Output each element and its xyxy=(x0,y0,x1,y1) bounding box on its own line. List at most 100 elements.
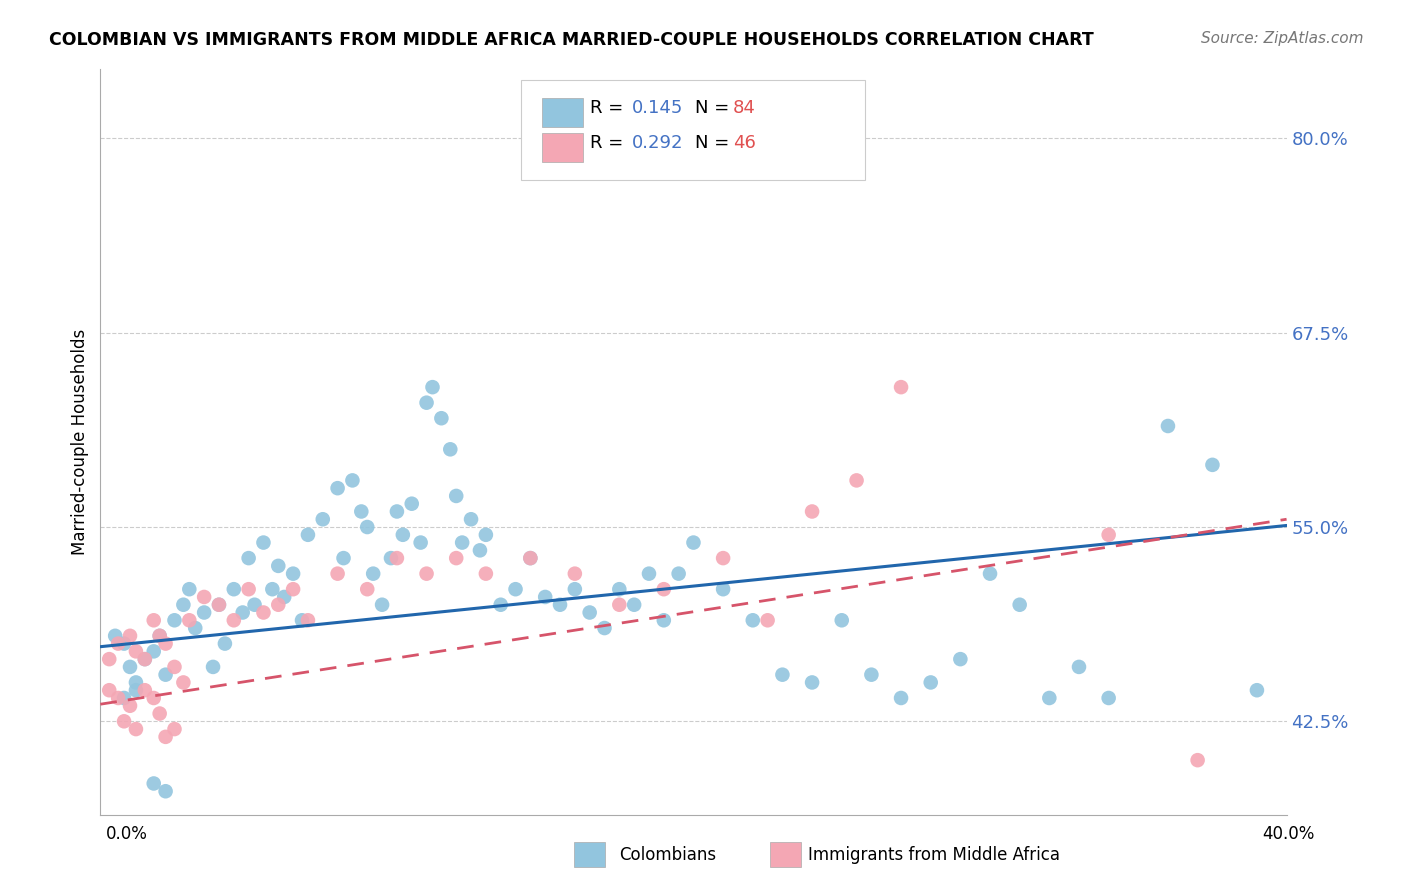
Point xyxy=(380,551,402,566)
Point xyxy=(607,598,630,612)
Point xyxy=(163,660,186,674)
Point xyxy=(172,598,194,612)
Point xyxy=(163,613,186,627)
Point xyxy=(1157,419,1180,434)
Text: R =: R = xyxy=(591,99,630,117)
Point xyxy=(979,566,1001,581)
FancyBboxPatch shape xyxy=(541,133,583,161)
Point xyxy=(98,652,121,666)
Point xyxy=(193,590,215,604)
Point xyxy=(890,380,912,394)
Point xyxy=(401,497,423,511)
Point xyxy=(112,637,135,651)
Point xyxy=(1067,660,1090,674)
Point xyxy=(890,691,912,706)
Point xyxy=(238,551,260,566)
Point xyxy=(564,582,586,597)
Point xyxy=(444,551,467,566)
Point xyxy=(125,683,148,698)
Point xyxy=(252,606,274,620)
Point xyxy=(578,606,600,620)
Point xyxy=(142,776,165,790)
Point xyxy=(430,411,453,425)
Text: COLOMBIAN VS IMMIGRANTS FROM MIDDLE AFRICA MARRIED-COUPLE HOUSEHOLDS CORRELATION: COLOMBIAN VS IMMIGRANTS FROM MIDDLE AFRI… xyxy=(49,31,1094,49)
Point xyxy=(409,535,432,549)
Point xyxy=(107,691,129,706)
Point xyxy=(1098,691,1121,706)
Point xyxy=(845,474,868,488)
Point xyxy=(312,512,335,526)
Point xyxy=(118,629,141,643)
Point xyxy=(1187,753,1209,767)
Point xyxy=(134,652,156,666)
Point xyxy=(142,644,165,658)
Point xyxy=(711,551,734,566)
Point xyxy=(460,512,482,526)
Point xyxy=(652,582,675,597)
Point xyxy=(607,582,630,597)
Point xyxy=(297,528,319,542)
Point xyxy=(179,582,201,597)
FancyBboxPatch shape xyxy=(522,79,866,180)
Point xyxy=(252,535,274,549)
Point xyxy=(134,652,156,666)
Text: 46: 46 xyxy=(733,134,755,153)
Point xyxy=(291,613,314,627)
Point xyxy=(281,582,304,597)
Point xyxy=(548,598,571,612)
Point xyxy=(1201,458,1223,472)
Point xyxy=(172,675,194,690)
Point xyxy=(711,582,734,597)
Point xyxy=(342,474,364,488)
Point xyxy=(118,660,141,674)
Point xyxy=(415,395,437,409)
Point xyxy=(149,629,172,643)
Text: 40.0%: 40.0% xyxy=(1263,825,1315,843)
Point xyxy=(214,637,236,651)
Point xyxy=(149,706,172,721)
Text: Immigrants from Middle Africa: Immigrants from Middle Africa xyxy=(808,846,1060,863)
Text: R =: R = xyxy=(591,134,630,153)
Point xyxy=(519,551,541,566)
Point xyxy=(273,590,295,604)
Point xyxy=(831,613,853,627)
Point xyxy=(652,613,675,627)
Point xyxy=(125,722,148,736)
Point xyxy=(155,730,177,744)
Text: 0.292: 0.292 xyxy=(631,134,683,153)
Text: 84: 84 xyxy=(733,99,755,117)
Point xyxy=(385,504,408,518)
Point xyxy=(281,566,304,581)
Point xyxy=(142,691,165,706)
Point xyxy=(392,528,415,542)
Point xyxy=(326,566,349,581)
Point xyxy=(332,551,354,566)
Point xyxy=(371,598,394,612)
Point xyxy=(356,582,378,597)
Point xyxy=(949,652,972,666)
Point xyxy=(422,380,444,394)
Point xyxy=(475,528,498,542)
Point xyxy=(770,667,793,681)
Point xyxy=(439,442,461,457)
Point xyxy=(801,504,824,518)
Point xyxy=(623,598,645,612)
Point xyxy=(184,621,207,635)
Point xyxy=(163,722,186,736)
Point xyxy=(350,504,373,518)
Point xyxy=(860,667,883,681)
Point xyxy=(415,566,437,581)
Point xyxy=(262,582,284,597)
Point xyxy=(756,613,779,627)
Point xyxy=(1246,683,1268,698)
Point xyxy=(682,535,704,549)
Point xyxy=(104,629,127,643)
Point xyxy=(222,582,245,597)
Point xyxy=(444,489,467,503)
Point xyxy=(638,566,661,581)
Point xyxy=(668,566,690,581)
Point xyxy=(356,520,378,534)
Point xyxy=(118,698,141,713)
Point xyxy=(208,598,231,612)
Point xyxy=(238,582,260,597)
